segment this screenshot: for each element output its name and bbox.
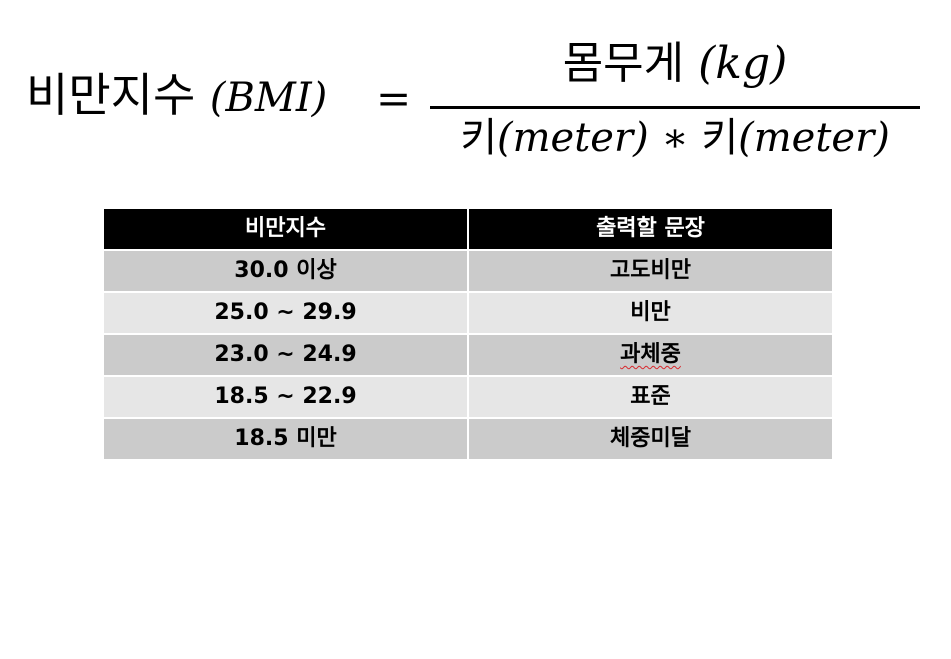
- cell-range: 23.0 ~ 24.9: [102, 333, 469, 377]
- formula-equals: =: [376, 74, 412, 123]
- header-bmi: 비만지수: [102, 207, 469, 251]
- multiply-operator: ∗: [661, 115, 689, 161]
- cell-message: 체중미달: [467, 417, 834, 461]
- cell-range: 18.5 ~ 22.9: [102, 375, 469, 419]
- table-row: 18.5 ~ 22.9 표준: [102, 375, 834, 419]
- cell-message: 고도비만: [467, 249, 834, 293]
- formula-lhs-math: (BMI): [209, 75, 328, 121]
- cell-range: 25.0 ~ 29.9: [102, 291, 469, 335]
- table-row: 18.5 미만 체중미달: [102, 417, 834, 461]
- table-row: 30.0 이상 고도비만: [102, 249, 834, 293]
- numerator-unit: (kg): [698, 38, 788, 89]
- spellcheck-underlined-text: 과체중: [620, 342, 681, 367]
- denominator-unit-2: (meter): [738, 115, 890, 161]
- cell-range: 18.5 미만: [102, 417, 469, 461]
- fraction-bar: [430, 106, 920, 109]
- bmi-table: 비만지수 출력할 문장 30.0 이상 고도비만 25.0 ~ 29.9 비만 …: [102, 207, 834, 461]
- formula-lhs-label: 비만지수: [26, 68, 196, 122]
- formula-numerator: 몸무게 (kg): [430, 42, 920, 86]
- bmi-formula: 비만지수 (BMI) = 몸무게 (kg) 키(meter) ∗ 키(meter…: [0, 0, 951, 190]
- denominator-word-1: 키: [460, 115, 497, 161]
- formula-lhs: 비만지수 (BMI): [26, 72, 327, 118]
- table-row: 25.0 ~ 29.9 비만: [102, 291, 834, 335]
- table-header-row: 비만지수 출력할 문장: [102, 207, 834, 251]
- cell-message: 비만: [467, 291, 834, 335]
- table-row: 23.0 ~ 24.9 과체중: [102, 333, 834, 377]
- header-message: 출력할 문장: [467, 207, 834, 251]
- denominator-unit-1: (meter): [497, 115, 649, 161]
- cell-range: 30.0 이상: [102, 249, 469, 293]
- cell-message: 과체중: [467, 333, 834, 377]
- denominator-word-2: 키: [701, 115, 739, 161]
- cell-message: 표준: [467, 375, 834, 419]
- formula-denominator: 키(meter) ∗ 키(meter): [430, 118, 920, 158]
- numerator-word: 몸무게: [562, 38, 685, 89]
